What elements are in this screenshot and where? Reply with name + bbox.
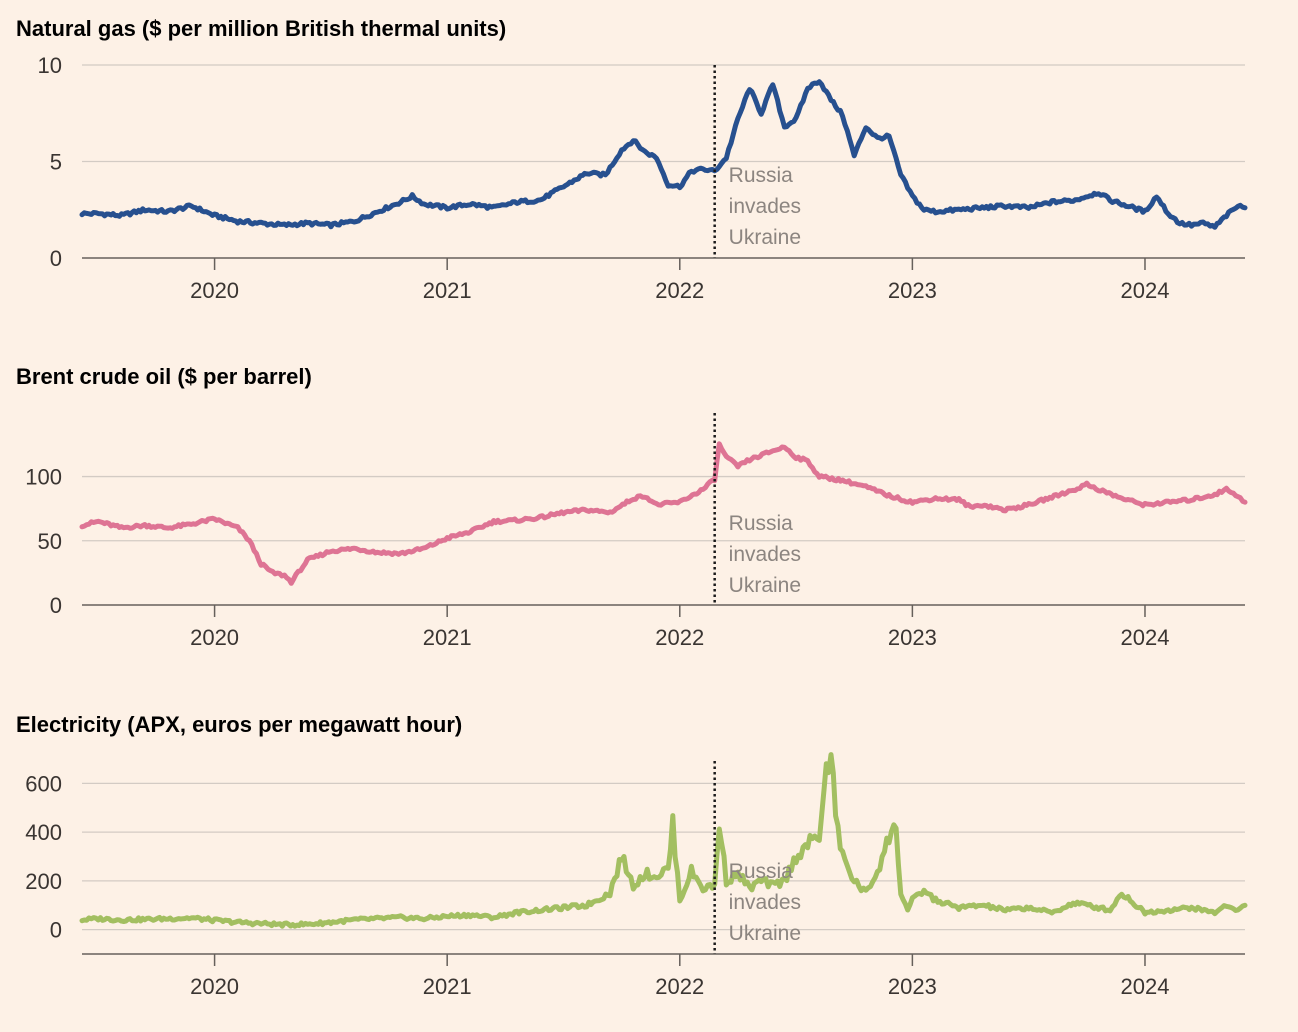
- brent-crude-x-tick-label: 2022: [655, 625, 704, 650]
- natural-gas-x-tick-label: 2024: [1121, 278, 1170, 303]
- brent-crude-x-tick-label: 2023: [888, 625, 937, 650]
- natural-gas-x-tick-label: 2020: [190, 278, 239, 303]
- electricity-x-tick-label: 2023: [888, 974, 937, 999]
- brent-crude-series-line: [79, 441, 1248, 586]
- brent-crude-x-tick-label: 2024: [1121, 625, 1170, 650]
- electricity-x-tick-label: 2022: [655, 974, 704, 999]
- brent-crude-y-tick-label: 0: [50, 593, 62, 618]
- brent-crude-invasion-annotation: Russia invades Ukraine: [729, 512, 801, 597]
- natural-gas-x-tick-label: 2021: [423, 278, 472, 303]
- electricity-x-tick-label: 2024: [1121, 974, 1170, 999]
- natural-gas-series-line: [79, 79, 1248, 230]
- natural-gas-y-tick-label: 0: [50, 246, 62, 271]
- natural-gas-invasion-annotation: Russia invades Ukraine: [729, 164, 801, 249]
- electricity-y-tick-label: 400: [25, 820, 62, 845]
- electricity-y-tick-label: 600: [25, 771, 62, 796]
- natural-gas-y-tick-label: 10: [38, 53, 62, 78]
- electricity-series-line: [79, 752, 1248, 929]
- natural-gas-y-tick-label: 5: [50, 150, 62, 175]
- natural-gas-chart-title: Natural gas ($ per million British therm…: [16, 16, 506, 41]
- natural-gas-chart: Natural gas ($ per million British therm…: [16, 16, 1248, 303]
- brent-crude-y-tick-label: 100: [25, 465, 62, 490]
- brent-crude-chart: Brent crude oil ($ per barrel) 0 50 100 202…: [16, 364, 1248, 650]
- electricity-chart-title: Electricity (APX, euros per megawatt hou…: [16, 712, 462, 737]
- electricity-x-tick-label: 2020: [190, 974, 239, 999]
- electricity-x-tick-label: 2021: [423, 974, 472, 999]
- electricity-chart: Electricity (APX, euros per megawatt hou…: [16, 712, 1248, 999]
- natural-gas-x-tick-label: 2022: [655, 278, 704, 303]
- electricity-y-tick-label: 0: [50, 918, 62, 943]
- brent-crude-x-tick-label: 2021: [423, 625, 472, 650]
- brent-crude-chart-title: Brent crude oil ($ per barrel): [16, 364, 312, 389]
- electricity-invasion-annotation: Russia invades Ukraine: [729, 860, 801, 945]
- electricity-y-tick-label: 200: [25, 869, 62, 894]
- brent-crude-y-tick-label: 50: [38, 529, 62, 554]
- brent-crude-x-tick-label: 2020: [190, 625, 239, 650]
- natural-gas-x-tick-label: 2023: [888, 278, 937, 303]
